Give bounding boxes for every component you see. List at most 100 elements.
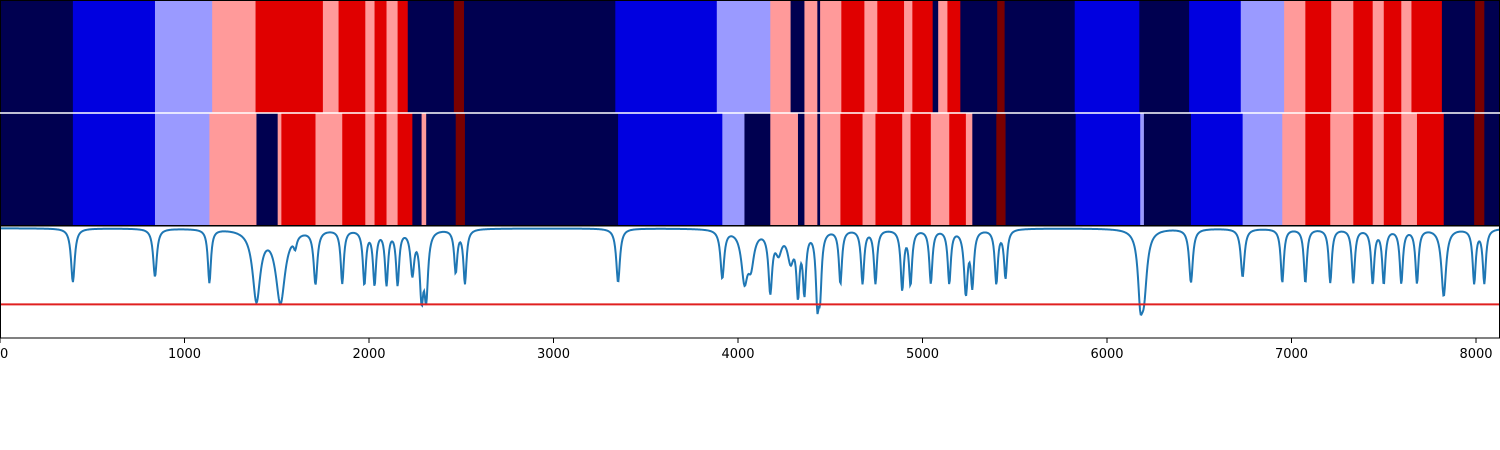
- heatmap-cell-row1-seg50: [1443, 113, 1475, 226]
- heatmap-row-top: [0, 0, 1500, 113]
- x-tick-label-3000: 3000: [537, 347, 570, 362]
- x-tick-label-7000: 7000: [1275, 347, 1308, 362]
- heatmap-cell-row1-seg31: [930, 113, 950, 226]
- x-tick-label-6000: 6000: [1090, 347, 1123, 362]
- heatmap-cell-row0-seg14: [615, 0, 718, 113]
- heatmap-cell-row0-seg22: [864, 0, 878, 113]
- heatmap-cell-row1-seg11: [386, 113, 398, 226]
- heatmap-cell-row1-seg21: [770, 113, 799, 226]
- heatmap-cell-row1-seg4: [256, 113, 279, 226]
- line-plot-panel: [0, 225, 1500, 339]
- line-plot-background: [0, 226, 1500, 338]
- heatmap-cell-row0-seg8: [374, 0, 387, 113]
- heatmap-cell-row0-seg18: [804, 0, 818, 113]
- heatmap-cell-row0-seg33: [1139, 0, 1190, 113]
- heatmap-cell-row1-seg25: [820, 113, 841, 226]
- heatmap-cell-row1-seg15: [426, 113, 457, 226]
- heatmap-cell-row0-seg23: [877, 0, 905, 113]
- heatmap-cell-row0-seg5: [322, 0, 339, 113]
- heatmap-cell-row1-seg3: [209, 113, 257, 226]
- heatmap-cell-row0-seg3: [212, 0, 256, 113]
- heatmap-cell-row1-seg42: [1282, 113, 1306, 226]
- heatmap-cell-row1-seg12: [397, 113, 413, 226]
- heatmap-cell-row1-seg46: [1372, 113, 1385, 226]
- heatmap-cell-row1-seg16: [455, 113, 466, 226]
- heatmap-cell-row1-seg8: [342, 113, 366, 226]
- heatmap-cell-row0-seg19: [817, 0, 821, 113]
- x-tick-label-4000: 4000: [721, 347, 754, 362]
- heatmap-cell-row1-seg30: [910, 113, 932, 226]
- heatmap-cell-row0-seg42: [1401, 0, 1412, 113]
- heatmap-cell-row0-seg25: [912, 0, 934, 113]
- signal-line: [0, 227, 1500, 316]
- heatmap-cell-row1-seg45: [1353, 113, 1374, 226]
- x-tick-label-0: 0: [0, 347, 8, 362]
- heatmap-cell-row1-seg18: [618, 113, 723, 226]
- heatmap-cell-row1-seg28: [875, 113, 903, 226]
- heatmap-cell-row0-seg16: [770, 0, 791, 113]
- heatmap-cell-row1-seg49: [1416, 113, 1445, 226]
- heatmap-cell-row1-seg52: [1484, 113, 1500, 226]
- heatmap-cell-row0-seg34: [1189, 0, 1242, 113]
- heatmap-cell-row1-seg17: [464, 113, 619, 226]
- heatmap-cell-row1-seg33: [965, 113, 973, 226]
- heatmap-cell-row0-seg31: [1004, 0, 1076, 113]
- heatmap-cell-row0-seg32: [1074, 0, 1140, 113]
- heatmap-cell-row0-seg45: [1475, 0, 1485, 113]
- heatmap-cell-row1-seg7: [315, 113, 343, 226]
- heatmap-cell-row0-seg1: [72, 0, 156, 113]
- heatmap-cell-row1-seg38: [1140, 113, 1145, 226]
- heatmap-cell-row1-seg29: [902, 113, 911, 226]
- heatmap-cell-row1-seg14: [421, 113, 427, 226]
- heatmap-cell-row1-seg23: [804, 113, 818, 226]
- heatmap-cell-row1-seg40: [1190, 113, 1244, 226]
- heatmap-cell-row1-seg43: [1305, 113, 1331, 226]
- heatmap-cell-row0-seg20: [820, 0, 842, 113]
- heatmap-cell-row0-seg10: [397, 0, 409, 113]
- heatmap-cell-row1-seg6: [281, 113, 316, 226]
- heatmap-cell-row1-seg36: [1005, 113, 1077, 226]
- x-tick-label-2000: 2000: [352, 347, 385, 362]
- heatmap-cell-row0-seg29: [960, 0, 998, 113]
- heatmap-cell-row0-seg12: [453, 0, 465, 113]
- x-tick-label-5000: 5000: [906, 347, 939, 362]
- heatmap-cell-row1-seg19: [722, 113, 745, 226]
- heatmap-cell-row1-seg5: [277, 113, 282, 226]
- heatmap-cell-row1-seg44: [1330, 113, 1354, 226]
- heatmap-cell-row0-seg44: [1441, 0, 1476, 113]
- x-axis: 0 1000 2000 3000 4000 5000 6000 7000 8000: [0, 338, 1493, 362]
- heatmap-cell-row0-seg35: [1240, 0, 1285, 113]
- heatmap-cell-row1-seg13: [412, 113, 422, 226]
- heatmap-cell-row1-seg1: [72, 113, 156, 226]
- heatmap-cell-row1-seg41: [1242, 113, 1283, 226]
- heatmap-cell-row0-seg30: [997, 0, 1006, 113]
- heatmap-cell-row0-seg2: [154, 0, 213, 113]
- heatmap-cell-row0-seg37: [1305, 0, 1332, 113]
- heatmap-cell-row1-seg22: [797, 113, 805, 226]
- heatmap-cell-row1-seg37: [1075, 113, 1141, 226]
- heatmap-cell-row0-seg24: [904, 0, 913, 113]
- heatmap-cell-row1-seg47: [1383, 113, 1402, 226]
- heatmap-cell-row0-seg6: [338, 0, 366, 113]
- heatmap-cell-row1-seg48: [1401, 113, 1418, 226]
- x-tick-label-8000: 8000: [1459, 347, 1492, 362]
- heatmap-cell-row0-seg27: [938, 0, 948, 113]
- heatmap-cell-row1-seg32: [949, 113, 967, 226]
- heatmap-cell-row0-seg0: [0, 0, 74, 113]
- heatmap-cell-row1-seg35: [996, 113, 1006, 226]
- heatmap-cell-row1-seg39: [1143, 113, 1192, 226]
- heatmap-cell-row0-seg17: [790, 0, 805, 113]
- heatmap-cell-row1-seg10: [374, 113, 387, 226]
- heatmap-cell-row0-seg26: [932, 0, 939, 113]
- heatmap-row-bottom: [0, 113, 1500, 226]
- heatmap-cell-row0-seg46: [1484, 0, 1500, 113]
- heatmap-cell-row0-seg38: [1331, 0, 1354, 113]
- heatmap-cell-row0-seg11: [407, 0, 455, 113]
- heatmap-cell-row0-seg39: [1353, 0, 1374, 113]
- heatmap-cell-row0-seg28: [947, 0, 961, 113]
- heatmap-cell-row0-seg40: [1372, 0, 1385, 113]
- heatmap-cell-row1-seg9: [365, 113, 375, 226]
- heatmap-cell-row0-seg4: [255, 0, 324, 113]
- heatmap-cell-row0-seg43: [1411, 0, 1443, 113]
